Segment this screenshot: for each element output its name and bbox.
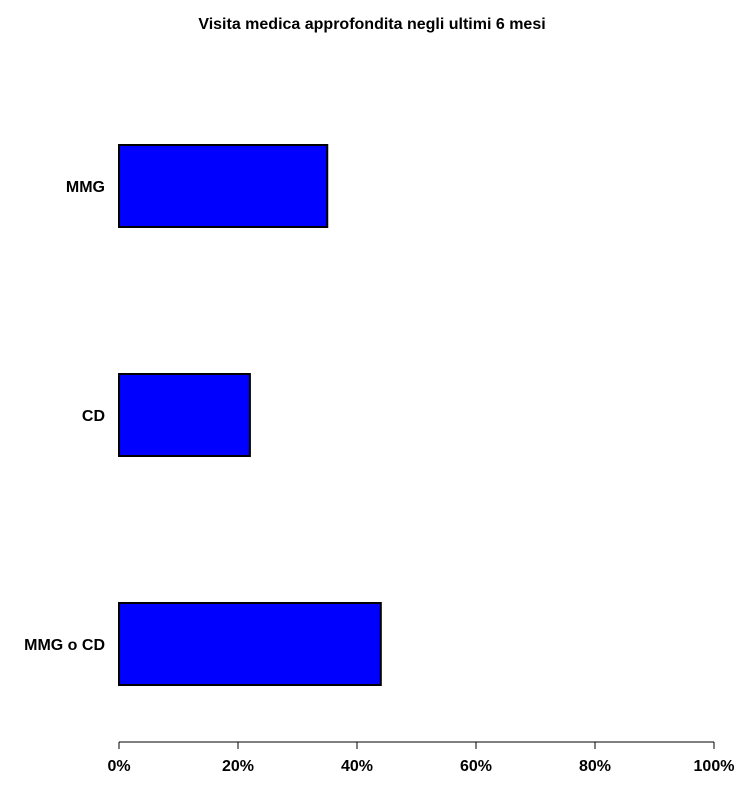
x-tick-label-4: 80% — [579, 758, 611, 775]
x-tick-label-1: 20% — [222, 758, 254, 775]
chart-title: Visita medica approfondita negli ultimi … — [198, 16, 546, 33]
bars-group — [118, 144, 382, 686]
x-tick-label-5: 100% — [694, 758, 735, 775]
x-tick-label-2: 40% — [341, 758, 373, 775]
category-label-1: CD — [82, 408, 105, 425]
bar-2 — [118, 602, 382, 686]
bar-0 — [118, 144, 329, 228]
category-label-2: MMG o CD — [24, 637, 105, 654]
category-label-0: MMG — [66, 179, 105, 196]
x-tick-label-0: 0% — [107, 758, 130, 775]
category-labels-group: MMG CD MMG o CD — [24, 179, 105, 654]
x-axis: 0% 20% 40% 60% 80% 100% — [107, 741, 735, 775]
x-tick-label-3: 60% — [460, 758, 492, 775]
bar-1 — [118, 373, 251, 457]
